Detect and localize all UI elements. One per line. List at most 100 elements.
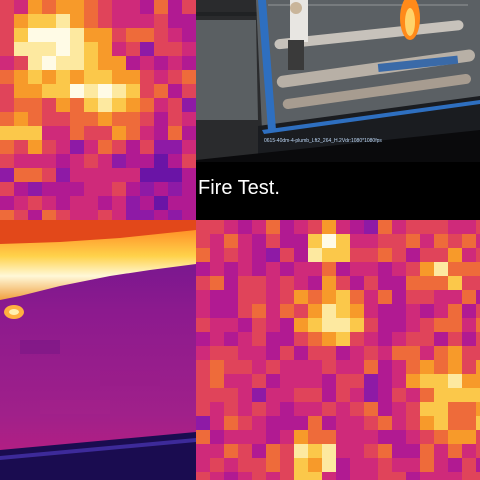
- thermal-pixel: [322, 220, 336, 234]
- thermal-pixel: [378, 472, 392, 480]
- thermal-pixel: [420, 290, 434, 304]
- thermal-pixel: [224, 346, 238, 360]
- thermal-pixel: [350, 374, 364, 388]
- thermal-pixel: [294, 248, 308, 262]
- thermal-pixel: [294, 276, 308, 290]
- thermal-pixel: [266, 416, 280, 430]
- thermal-pixel: [42, 210, 56, 220]
- thermal-pixel: [476, 402, 480, 416]
- thermal-pixel: [28, 168, 42, 182]
- thermal-pixel: [336, 346, 350, 360]
- thermal-pixel: [462, 458, 476, 472]
- thermal-pixel: [224, 220, 238, 234]
- thermal-pixel: [294, 444, 308, 458]
- thermal-pixel: [210, 360, 224, 374]
- thermal-pixel: [126, 126, 140, 140]
- thermal-pixel: [42, 42, 56, 56]
- thermal-pixel: [56, 98, 70, 112]
- thermal-pixel: [434, 318, 448, 332]
- thermal-pixel: [266, 220, 280, 234]
- thermal-pixel: [280, 304, 294, 318]
- thermal-pixel: [112, 168, 126, 182]
- thermal-pixel: [336, 472, 350, 480]
- thermal-pixel: [476, 346, 480, 360]
- thermal-pixel: [364, 220, 378, 234]
- thermal-pixel: [182, 98, 196, 112]
- thermal-pixel: [434, 248, 448, 262]
- thermal-pixel: [210, 234, 224, 248]
- thermal-pixel: [84, 112, 98, 126]
- thermal-pixel: [14, 154, 28, 168]
- thermal-pixel: [420, 304, 434, 318]
- thermal-pixel: [252, 388, 266, 402]
- thermal-pixel: [84, 210, 98, 220]
- thermal-pixel: [266, 234, 280, 248]
- thermal-pixel: [252, 290, 266, 304]
- thermal-pixel: [336, 388, 350, 402]
- thermal-pixel: [126, 154, 140, 168]
- thermal-pixel: [196, 416, 210, 430]
- thermal-pixel: [168, 14, 182, 28]
- thermal-pixel: [28, 98, 42, 112]
- thermal-pixel: [266, 444, 280, 458]
- thermal-pixel: [0, 98, 14, 112]
- thermal-pixel: [28, 56, 42, 70]
- thermal-pixel: [350, 220, 364, 234]
- thermal-pixel: [476, 304, 480, 318]
- thermal-pixel: [322, 458, 336, 472]
- thermal-pixel: [462, 388, 476, 402]
- thermal-pixel: [350, 360, 364, 374]
- thermal-pixel: [434, 220, 448, 234]
- thermal-pixel: [154, 112, 168, 126]
- thermal-pixel: [364, 234, 378, 248]
- thermal-pixel: [14, 196, 28, 210]
- thermal-pixel: [322, 234, 336, 248]
- thermal-pixel: [0, 168, 14, 182]
- thermal-pixel: [280, 402, 294, 416]
- thermal-pixel: [84, 56, 98, 70]
- thermal-pixel: [406, 472, 420, 480]
- thermal-pixel: [56, 112, 70, 126]
- video-info-bar: 0615-40dm-4-plumb_Lft2_264_H.2Vdr:1080*1…: [264, 138, 382, 144]
- thermal-pixel: [364, 374, 378, 388]
- thermal-pixel: [168, 84, 182, 98]
- thermal-pixel: [70, 196, 84, 210]
- thermal-pixel-mosaic: [0, 0, 196, 220]
- thermal-pixel: [392, 416, 406, 430]
- thermal-pixel: [140, 196, 154, 210]
- thermal-pixel-mosaic: [196, 220, 480, 480]
- thermal-pixel: [252, 430, 266, 444]
- thermal-pixel: [294, 388, 308, 402]
- thermal-pixel: [140, 210, 154, 220]
- thermal-pixel: [392, 304, 406, 318]
- thermal-pixel: [364, 304, 378, 318]
- thermal-pixel: [28, 196, 42, 210]
- thermal-pixel: [266, 346, 280, 360]
- thermal-pixel: [378, 444, 392, 458]
- thermal-pixel: [476, 276, 480, 290]
- thermal-pixel: [350, 444, 364, 458]
- thermal-pixel: [420, 332, 434, 346]
- thermal-pixel: [168, 112, 182, 126]
- thermal-pixel: [420, 430, 434, 444]
- thermal-pixel: [350, 248, 364, 262]
- thermal-pixel: [434, 304, 448, 318]
- thermal-pixel: [210, 374, 224, 388]
- thermal-pixel: [378, 290, 392, 304]
- thermal-pixel: [112, 28, 126, 42]
- thermal-pixel: [322, 346, 336, 360]
- thermal-pixel: [378, 318, 392, 332]
- thermal-pixel: [378, 402, 392, 416]
- thermal-pixel: [70, 126, 84, 140]
- thermal-pixel: [462, 220, 476, 234]
- thermal-pixel: [238, 234, 252, 248]
- thermal-pixel: [42, 112, 56, 126]
- thermal-pixel: [28, 126, 42, 140]
- thermal-pixel: [476, 416, 480, 430]
- thermal-pixel: [70, 70, 84, 84]
- thermal-pixel: [378, 332, 392, 346]
- thermal-pixel: [462, 304, 476, 318]
- thermal-pixel: [448, 360, 462, 374]
- thermal-pixel: [406, 402, 420, 416]
- thermal-pixel: [336, 458, 350, 472]
